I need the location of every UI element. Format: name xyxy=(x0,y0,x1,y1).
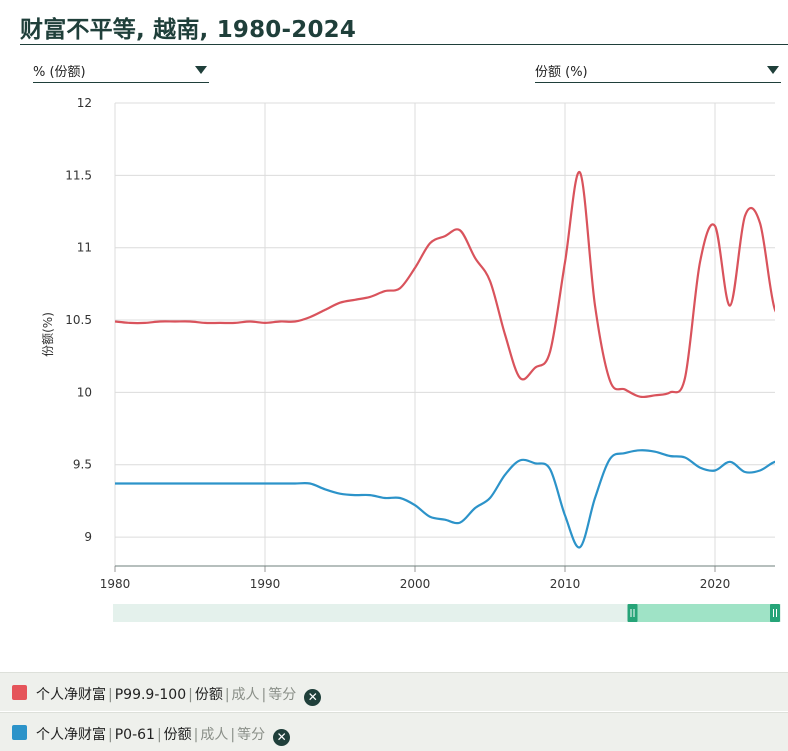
close-icon[interactable]: ✕ xyxy=(304,689,322,706)
legend-text: 个人净财富 | P99.9-100 | 份额 | 成人 | 等分 ✕ xyxy=(36,684,322,706)
unit-dropdown-label: % (份额) xyxy=(33,65,86,80)
legend-item: 个人净财富 | P0-61 | 份额 | 成人 | 等分 ✕ xyxy=(0,712,788,751)
range-handle-start[interactable] xyxy=(627,604,638,622)
range-handle-end[interactable] xyxy=(770,604,780,622)
legend-wealth: 个人净财富 xyxy=(36,727,106,743)
legend-measure: 份额 xyxy=(194,687,223,703)
y-tick-label: 11.5 xyxy=(65,168,92,182)
y-axis-label: 份额(%) xyxy=(41,312,55,357)
x-tick-label: 2010 xyxy=(550,577,581,591)
y-tick-label: 11 xyxy=(77,241,92,255)
x-tick-label: 1990 xyxy=(250,577,281,591)
chevron-down-icon xyxy=(767,66,779,74)
y-tick-label: 9.5 xyxy=(73,458,92,472)
legend-split: 等分 xyxy=(268,687,297,703)
legend-percentile: P0-61 xyxy=(114,727,155,743)
legend-population: 成人 xyxy=(200,727,229,743)
range-selection[interactable] xyxy=(632,604,776,622)
y-tick-label: 9 xyxy=(84,530,92,544)
legend-split: 等分 xyxy=(237,727,266,743)
series-line-p0-61 xyxy=(115,449,775,549)
legend-population: 成人 xyxy=(231,687,260,703)
title-divider xyxy=(20,44,788,45)
measure-dropdown[interactable]: 份额 (%) xyxy=(535,58,781,83)
legend-percentile: P99.9-100 xyxy=(114,687,187,703)
x-tick-label: 2000 xyxy=(400,577,431,591)
measure-dropdown-label: 份额 (%) xyxy=(535,65,588,80)
legend-swatch xyxy=(12,685,27,700)
y-tick-label: 10.5 xyxy=(65,313,92,327)
y-tick-label: 12 xyxy=(77,96,92,110)
unit-dropdown[interactable]: % (份额) xyxy=(33,58,209,83)
legend-item: 个人净财富 | P99.9-100 | 份额 | 成人 | 等分 ✕ xyxy=(0,672,788,711)
legend-text: 个人净财富 | P0-61 | 份额 | 成人 | 等分 ✕ xyxy=(36,724,291,746)
close-icon[interactable]: ✕ xyxy=(273,729,291,746)
page-title: 财富不平等, 越南, 1980-2024 xyxy=(20,17,357,43)
legend-wealth: 个人净财富 xyxy=(36,687,106,703)
legend-swatch xyxy=(12,725,27,740)
chevron-down-icon xyxy=(195,66,207,74)
series-line-p99-9-100 xyxy=(115,171,775,399)
range-track xyxy=(113,604,781,622)
legend-measure: 份额 xyxy=(163,727,192,743)
x-tick-label: 1980 xyxy=(100,577,131,591)
x-tick-label: 2020 xyxy=(700,577,731,591)
line-chart: 9 9.5 10 10.5 11 11.5 12 1980 1990 2000 2010 2020 份额… xyxy=(41,96,781,622)
y-tick-label: 10 xyxy=(77,385,92,399)
